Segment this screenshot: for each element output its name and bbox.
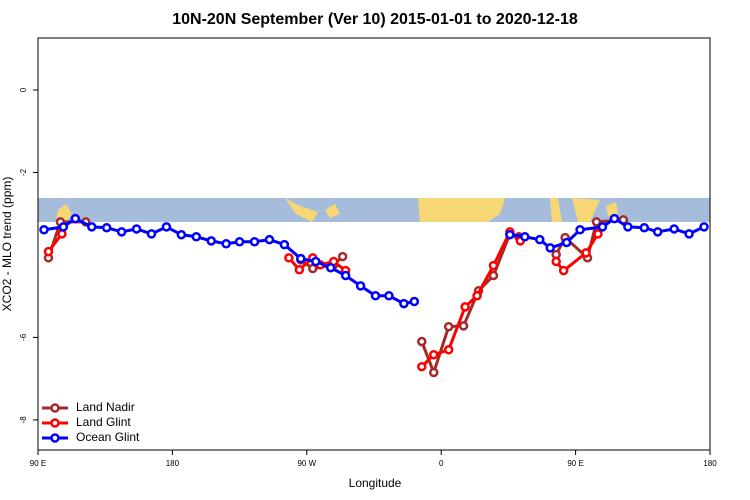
data-point	[355, 281, 366, 291]
data-point	[558, 265, 569, 276]
legend-marker	[50, 433, 60, 443]
data-point	[161, 222, 172, 232]
x-tick-label: 180	[703, 459, 717, 468]
data-point	[116, 227, 127, 237]
map-strip	[38, 198, 710, 222]
data-point	[669, 224, 679, 234]
x-tick-label: 90 W	[297, 459, 316, 468]
y-tick-label: -8	[19, 416, 28, 424]
x-tick-label: 180	[166, 459, 180, 468]
data-point	[575, 225, 585, 235]
data-point	[488, 260, 499, 271]
y-tick-label: -6	[19, 333, 28, 341]
data-point	[337, 251, 348, 262]
data-point	[609, 213, 620, 224]
data-point	[460, 302, 470, 312]
data-point	[399, 298, 409, 309]
data-point	[561, 237, 572, 248]
series-line	[47, 229, 600, 368]
data-point	[652, 227, 663, 237]
y-axis-label: XCO2 - MLO trend (ppm)	[0, 177, 14, 312]
data-point	[443, 321, 454, 332]
data-point	[206, 236, 216, 246]
x-tick-label: 90 E	[567, 459, 583, 468]
data-point	[699, 222, 709, 232]
x-axis-label: Longitude	[349, 476, 402, 490]
data-point	[591, 217, 602, 227]
data-point	[428, 349, 439, 360]
legend-label: Ocean Glint	[76, 430, 140, 444]
data-point	[551, 256, 561, 267]
data-point	[639, 222, 650, 233]
x-tick-label: 0	[439, 459, 444, 468]
data-point	[340, 270, 351, 281]
data-point	[131, 224, 142, 234]
data-point	[384, 291, 394, 301]
series-line	[43, 216, 705, 306]
data-point	[43, 246, 54, 257]
data-point	[488, 270, 499, 281]
data-point	[191, 232, 202, 242]
legend-marker	[50, 403, 60, 413]
data-point	[221, 239, 231, 249]
y-tick-label: 0	[19, 87, 28, 92]
data-point	[505, 229, 515, 240]
data-point	[417, 361, 427, 372]
data-point	[443, 345, 454, 355]
data-point	[296, 253, 306, 264]
data-point	[458, 321, 469, 331]
x-tick-label: 90 E	[30, 459, 46, 468]
data-point	[264, 234, 275, 245]
data-point	[535, 234, 545, 245]
legend-label: Land Glint	[76, 415, 131, 429]
data-point	[581, 248, 591, 258]
data-point	[294, 265, 305, 275]
data-point	[325, 262, 336, 273]
plot-frame	[37, 37, 711, 451]
data-point	[176, 229, 187, 240]
data-point	[234, 236, 245, 247]
data-point	[58, 222, 69, 232]
data-point	[101, 222, 112, 233]
data-point	[597, 222, 608, 232]
data-point	[311, 256, 321, 267]
data-point	[545, 243, 555, 253]
legend-label: Land Nadir	[76, 400, 135, 414]
data-point	[472, 291, 482, 301]
legend-marker	[50, 418, 60, 428]
data-point	[249, 236, 260, 247]
data-point	[70, 213, 81, 224]
y-tick-label: -2	[19, 168, 28, 176]
data-point	[279, 239, 290, 250]
data-point	[684, 229, 694, 239]
data-point	[87, 222, 97, 232]
data-point	[428, 367, 439, 378]
data-point	[284, 253, 294, 263]
data-point	[593, 229, 603, 239]
data-point	[146, 229, 157, 239]
data-point	[370, 291, 381, 301]
data-point	[417, 336, 427, 347]
data-point	[520, 232, 530, 242]
chart-title: 10N-20N September (Ver 10) 2015-01-01 to…	[172, 11, 578, 28]
data-point	[409, 296, 420, 307]
data-point	[623, 222, 633, 232]
data-point	[39, 225, 49, 235]
